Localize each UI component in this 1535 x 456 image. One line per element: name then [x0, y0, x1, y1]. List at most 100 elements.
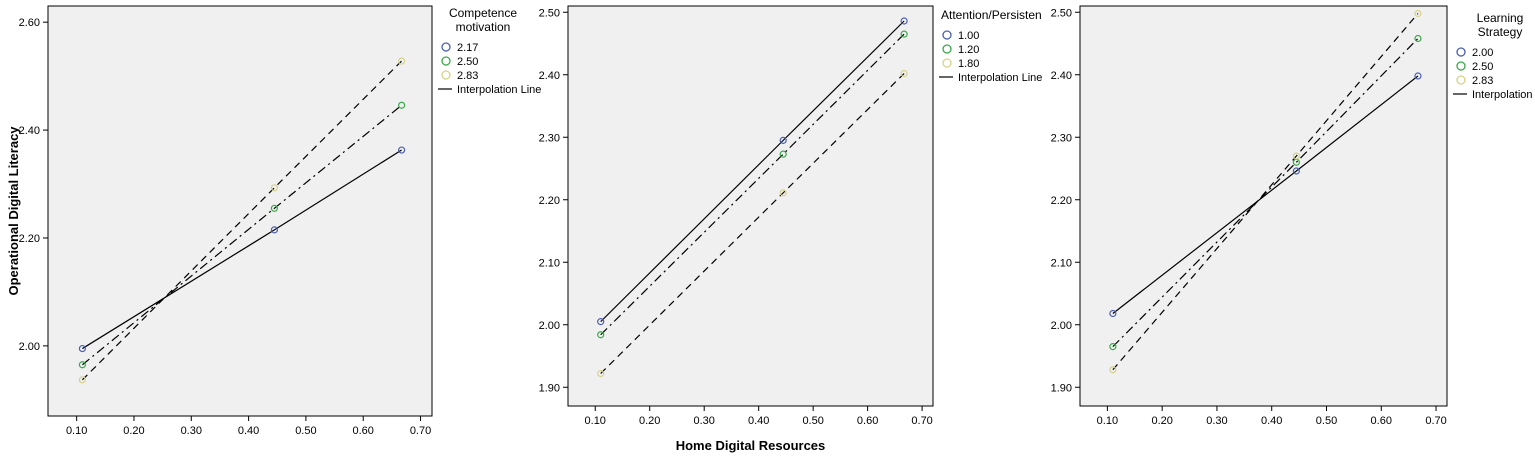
data-point-2.50: [1109, 343, 1117, 351]
data-point-2.83: [78, 376, 86, 384]
plot-area-2: [567, 5, 934, 407]
data-point-1.20: [900, 30, 908, 38]
data-point-1.00: [597, 318, 605, 326]
y-tick-label: 2.10: [1051, 257, 1072, 269]
legend-label: 1.80: [958, 58, 979, 70]
x-tick-label: 0.70: [911, 415, 932, 427]
x-tick-label: 0.10: [1097, 415, 1118, 427]
y-tick-label: 2.00: [539, 320, 560, 332]
data-point-1.80: [779, 189, 787, 197]
data-point-2.50: [78, 361, 86, 369]
series-line-2.00: [1112, 75, 1419, 314]
series-line-2.17: [82, 149, 402, 350]
y-tick-label: 2.40: [1051, 70, 1072, 82]
series-line-1.80: [600, 73, 905, 374]
data-point-1.00: [779, 136, 787, 144]
legend-title: Attention/Persisten: [941, 8, 1042, 22]
legend-label: 2.83: [457, 70, 478, 82]
data-point-1.80: [900, 69, 908, 78]
y-tick-label: 2.20: [1051, 195, 1072, 207]
legend-label: 2.83: [1472, 75, 1493, 87]
x-tick-label: 0.30: [693, 415, 714, 427]
y-tick-label: 2.10: [539, 257, 560, 269]
legend-marker-2.00: [1456, 47, 1466, 57]
data-point-2.83: [270, 184, 278, 192]
legend-marker-2.17: [441, 42, 451, 52]
y-tick-label: 2.50: [1051, 7, 1072, 19]
x-tick-label: 0.50: [802, 415, 823, 427]
legend-label: 2.17: [457, 42, 478, 54]
x-tick-label: 0.40: [1261, 415, 1282, 427]
y-tick-label: 1.90: [539, 382, 560, 394]
legend-title: Competence: [449, 6, 517, 20]
data-point-1.80: [597, 369, 605, 378]
legend-marker-2.83: [441, 70, 451, 80]
y-tick-label: 2.20: [19, 233, 40, 245]
legend-marker-2.83: [1456, 75, 1466, 85]
y-tick-label: 2.40: [539, 70, 560, 82]
legend-label: 2.50: [457, 56, 478, 68]
plot-area-1: [47, 5, 433, 417]
legend-label: 1.20: [958, 44, 979, 56]
x-tick-label: 0.50: [1316, 415, 1337, 427]
x-tick-label: 0.20: [123, 425, 144, 437]
y-axis-title: Operational Digital Literacy: [6, 126, 21, 296]
y-tick-label: 2.00: [1051, 320, 1072, 332]
legend-label: Interpolation L: [1472, 89, 1535, 101]
x-axis-title: Home Digital Resources: [676, 438, 826, 453]
legend-marker-2.50: [1456, 61, 1466, 71]
data-point-2.00: [1109, 309, 1117, 318]
legend-label: Interpolation Line: [457, 84, 541, 96]
data-point-2.17: [398, 146, 406, 154]
y-tick-label: 2.50: [539, 7, 560, 19]
legend-label: 2.00: [1472, 47, 1493, 59]
x-tick-label: 0.30: [1206, 415, 1227, 427]
legend-title: Learning: [1477, 11, 1524, 25]
x-tick-label: 0.70: [410, 425, 431, 437]
x-tick-label: 0.20: [639, 415, 660, 427]
legend-title: motivation: [456, 20, 511, 34]
data-point-1.20: [597, 331, 605, 339]
data-point-2.00: [1292, 167, 1300, 175]
x-tick-label: 0.70: [1425, 415, 1446, 427]
series-line-2.50: [82, 104, 403, 366]
y-tick-label: 2.30: [1051, 132, 1072, 144]
data-point-2.17: [270, 226, 278, 234]
y-tick-label: 2.30: [539, 132, 560, 144]
x-tick-label: 0.40: [238, 425, 259, 437]
data-point-2.83: [1109, 366, 1117, 374]
data-point-2.50: [1414, 34, 1422, 43]
x-tick-label: 0.10: [66, 425, 87, 437]
data-point-2.83: [398, 57, 406, 65]
series-line-2.83: [81, 60, 403, 381]
y-tick-label: 2.00: [19, 341, 40, 353]
data-point-2.50: [270, 204, 278, 212]
data-point-2.83: [1414, 9, 1422, 18]
plot-area-3: [1079, 5, 1448, 407]
data-point-1.20: [779, 150, 787, 158]
data-point-2.00: [1414, 72, 1422, 80]
legend-label: 2.50: [1472, 61, 1493, 73]
series-line-2.83: [1112, 13, 1419, 371]
legend-label: 1.00: [958, 30, 979, 42]
data-point-1.00: [900, 17, 908, 25]
x-tick-label: 0.60: [1371, 415, 1392, 427]
legend-marker-1.20: [942, 44, 952, 54]
series-line-2.50: [1112, 38, 1419, 348]
data-point-2.50: [398, 101, 406, 109]
x-tick-label: 0.60: [857, 415, 878, 427]
y-tick-label: 2.40: [19, 125, 40, 137]
series-line-1.00: [600, 20, 905, 323]
x-tick-label: 0.10: [585, 415, 606, 427]
x-tick-label: 0.60: [353, 425, 374, 437]
y-tick-label: 2.60: [19, 17, 40, 29]
legend-marker-1.80: [942, 58, 952, 68]
legend-marker-1.00: [942, 30, 952, 40]
x-tick-label: 0.30: [181, 425, 202, 437]
y-tick-label: 2.20: [539, 195, 560, 207]
data-point-2.17: [78, 344, 86, 353]
legend-label: Interpolation Line: [958, 72, 1042, 84]
legend-title: Strategy: [1478, 25, 1523, 39]
data-point-2.83: [1292, 152, 1300, 160]
